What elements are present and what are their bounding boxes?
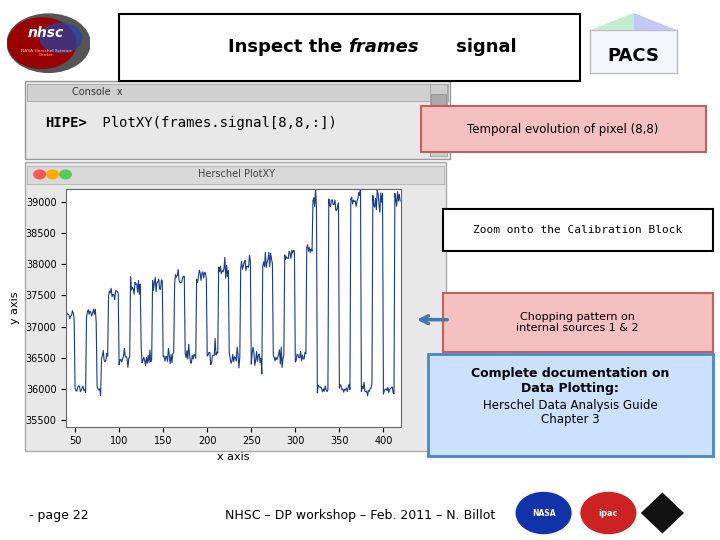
Polygon shape [641, 492, 684, 534]
FancyBboxPatch shape [119, 14, 580, 81]
Text: PlotXY(frames.signal[8,8,:]): PlotXY(frames.signal[8,8,:]) [94, 116, 336, 130]
Text: - page 22: - page 22 [29, 509, 89, 522]
FancyBboxPatch shape [443, 293, 713, 352]
Circle shape [581, 492, 636, 534]
Text: Inspect the: Inspect the [228, 38, 348, 56]
Polygon shape [634, 13, 677, 30]
Text: nhsc: nhsc [28, 26, 64, 40]
Polygon shape [590, 13, 677, 30]
Text: Complete documentation on: Complete documentation on [471, 367, 670, 380]
Circle shape [516, 492, 571, 534]
FancyBboxPatch shape [421, 106, 706, 152]
FancyBboxPatch shape [430, 84, 447, 156]
Text: Temporal evolution of pixel (8,8): Temporal evolution of pixel (8,8) [467, 123, 659, 136]
Text: Herschel Data Analysis Guide: Herschel Data Analysis Guide [483, 399, 657, 411]
FancyArrowPatch shape [420, 316, 447, 323]
Text: frames: frames [348, 38, 419, 56]
Circle shape [47, 170, 58, 179]
FancyBboxPatch shape [428, 354, 713, 456]
Text: Chopping pattern on
internal sources 1 & 2: Chopping pattern on internal sources 1 &… [516, 312, 639, 333]
Ellipse shape [7, 14, 90, 72]
Text: HIPE>: HIPE> [45, 116, 86, 130]
Polygon shape [590, 13, 634, 30]
FancyBboxPatch shape [27, 166, 444, 184]
Text: PACS: PACS [608, 47, 660, 65]
Text: Chapter 3: Chapter 3 [541, 413, 600, 426]
Text: ipac: ipac [598, 509, 618, 517]
Text: Zoom onto the Calibration Block: Zoom onto the Calibration Block [473, 225, 682, 235]
FancyBboxPatch shape [431, 94, 446, 109]
Polygon shape [590, 30, 677, 73]
Text: NASA Herschel Science
Center: NASA Herschel Science Center [21, 49, 71, 57]
Text: NASA: NASA [532, 509, 555, 517]
Text: signal: signal [450, 38, 517, 56]
Text: Herschel PlotXY: Herschel PlotXY [198, 170, 274, 179]
Y-axis label: y axis: y axis [10, 292, 20, 324]
Text: NHSC – DP workshop – Feb. 2011 – N. Billot: NHSC – DP workshop – Feb. 2011 – N. Bill… [225, 509, 495, 522]
FancyBboxPatch shape [443, 209, 713, 251]
FancyBboxPatch shape [25, 162, 446, 451]
Circle shape [34, 170, 45, 179]
Text: Data Plotting:: Data Plotting: [521, 382, 619, 395]
FancyBboxPatch shape [25, 81, 450, 159]
X-axis label: x axis: x axis [217, 452, 250, 462]
FancyBboxPatch shape [27, 84, 448, 101]
Text: Console  x: Console x [72, 87, 122, 97]
Ellipse shape [40, 23, 82, 52]
Ellipse shape [8, 18, 76, 69]
Circle shape [60, 170, 71, 179]
